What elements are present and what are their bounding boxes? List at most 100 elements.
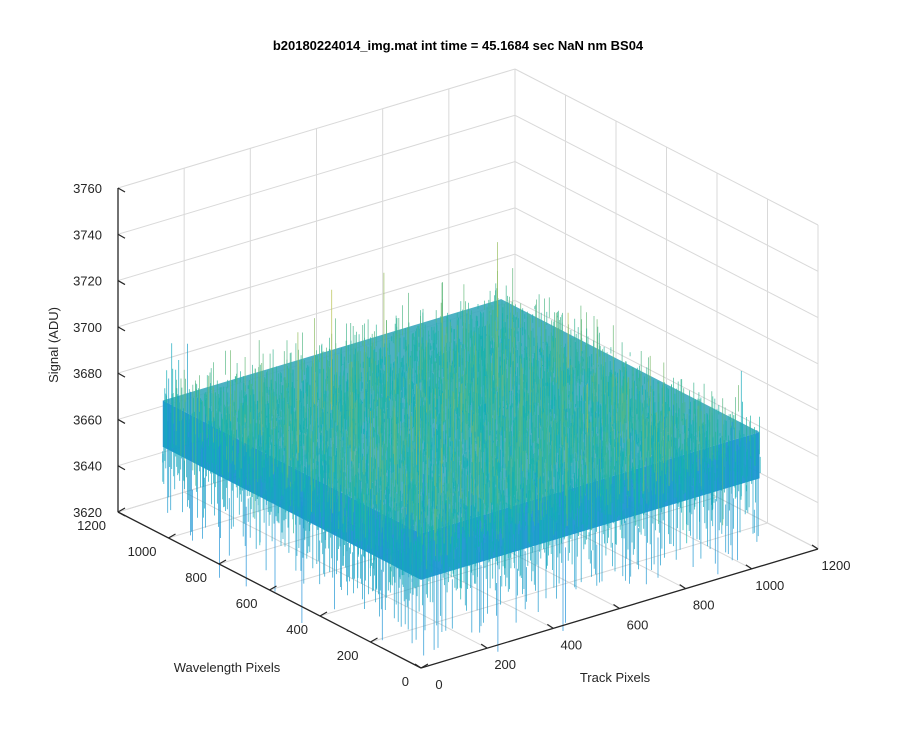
surface-spikes [329, 456, 672, 573]
surface-spikes [352, 284, 589, 484]
surface-spikes [436, 495, 582, 626]
x-tick [547, 623, 554, 629]
surface-spikes [236, 317, 637, 480]
surface-spikes [297, 242, 498, 461]
surface-spikes [357, 350, 635, 430]
surface-spikes [168, 343, 596, 611]
surface-spikes [314, 318, 588, 462]
back-wall-grid-line [117, 68, 516, 189]
z-tick [117, 372, 126, 378]
x-tick-label: 600 [627, 618, 649, 633]
surface-spikes [437, 421, 733, 648]
surface-spikes [396, 374, 632, 429]
side-wall-grid-line [514, 161, 819, 319]
y-tick-label: 1000 [128, 544, 157, 559]
surface-spikes [354, 312, 557, 487]
surface-spikes [220, 444, 702, 640]
x-axis-label: Track Pixels [580, 670, 651, 685]
surface-spikes [311, 340, 591, 489]
z-tick-label: 3740 [73, 227, 102, 242]
surface-spikes [235, 361, 565, 544]
back-wall-grid-line [117, 253, 516, 374]
surface-spikes [317, 355, 695, 504]
surface-spikes [349, 331, 670, 486]
x-tick-label: 200 [494, 657, 516, 672]
x-tick [745, 564, 753, 570]
surface-spikes [311, 333, 630, 480]
surface-spikes [190, 391, 435, 650]
surface-spikes [242, 441, 741, 610]
y-tick-label: 0 [402, 674, 409, 689]
y-tick-label: 1200 [77, 518, 106, 533]
axis-layer [117, 187, 819, 669]
surface-spikes [395, 333, 428, 506]
y-tick [168, 533, 176, 539]
surface-spikes [286, 340, 626, 483]
y-tick-label: 200 [337, 648, 359, 663]
surface-spikes [269, 353, 736, 503]
x-tick [811, 544, 819, 550]
y-tick [319, 611, 328, 617]
surface-spikes [189, 419, 681, 550]
surface-spikes [411, 325, 657, 482]
surface-spikes [280, 373, 670, 483]
z-tick-label: 3620 [73, 505, 102, 520]
surface-spikes [441, 282, 522, 443]
surface-spikes [456, 325, 539, 523]
side-wall-grid-line [514, 299, 819, 457]
surface-spikes [383, 272, 418, 465]
z-tick [117, 187, 126, 193]
side-wall-grid-line [514, 207, 819, 365]
y-tick-label: 600 [236, 596, 258, 611]
surface-spikes [329, 323, 648, 509]
side-wall-grid-line [514, 114, 819, 272]
back-wall-grid-line [117, 161, 516, 282]
surface-spikes [182, 418, 655, 622]
side-wall-grid-line [514, 68, 819, 226]
surface-spikes [167, 421, 727, 627]
surface-spikes [536, 360, 588, 521]
z-tick-label: 3720 [73, 274, 102, 289]
z-tick [117, 418, 126, 424]
x-tick-label: 0 [435, 677, 442, 692]
y-tick [218, 559, 227, 565]
x-tick [613, 604, 620, 609]
z-tick-label: 3640 [73, 459, 102, 474]
surface-spikes [388, 373, 563, 544]
y-tick [420, 663, 429, 669]
surface-spikes [320, 357, 688, 470]
z-tick-label: 3660 [73, 412, 102, 427]
z-tick-label: 3760 [73, 181, 102, 196]
surface-spikes [170, 412, 732, 632]
z-tick [117, 280, 126, 286]
y-tick [370, 637, 378, 643]
z-tick [117, 465, 126, 471]
surface-layer [162, 242, 761, 656]
y-axis-label: Wavelength Pixels [174, 660, 281, 675]
surface-spikes [191, 442, 694, 633]
z-tick-label: 3700 [73, 320, 102, 335]
surface-spikes [197, 397, 755, 602]
surface-spikes [162, 407, 567, 591]
surface-spikes [274, 315, 520, 437]
surface-spikes [292, 301, 700, 543]
surface-spikes [307, 464, 746, 591]
surface-spikes [319, 458, 711, 630]
x-tick-label: 1000 [755, 578, 784, 593]
z-axis-label: Signal (ADU) [46, 307, 61, 383]
tick-labels: 0 200 400 600 800 1000 1200 0 200 400 600 800 1000 12… [73, 181, 850, 692]
surface-spikes [407, 327, 642, 387]
surface-spikes [559, 357, 620, 444]
surface-spikes [331, 289, 569, 410]
back-wall-grid-line [117, 207, 516, 328]
side-wall-grid-line [514, 253, 819, 411]
surface-spikes [244, 443, 759, 627]
x-tick [679, 584, 686, 590]
surface-spikes [200, 394, 722, 591]
surface-spikes [324, 314, 663, 495]
surface-spikes [219, 446, 564, 652]
z-tick [117, 326, 126, 332]
surface-spikes [298, 271, 498, 512]
surface-spikes [211, 423, 721, 612]
